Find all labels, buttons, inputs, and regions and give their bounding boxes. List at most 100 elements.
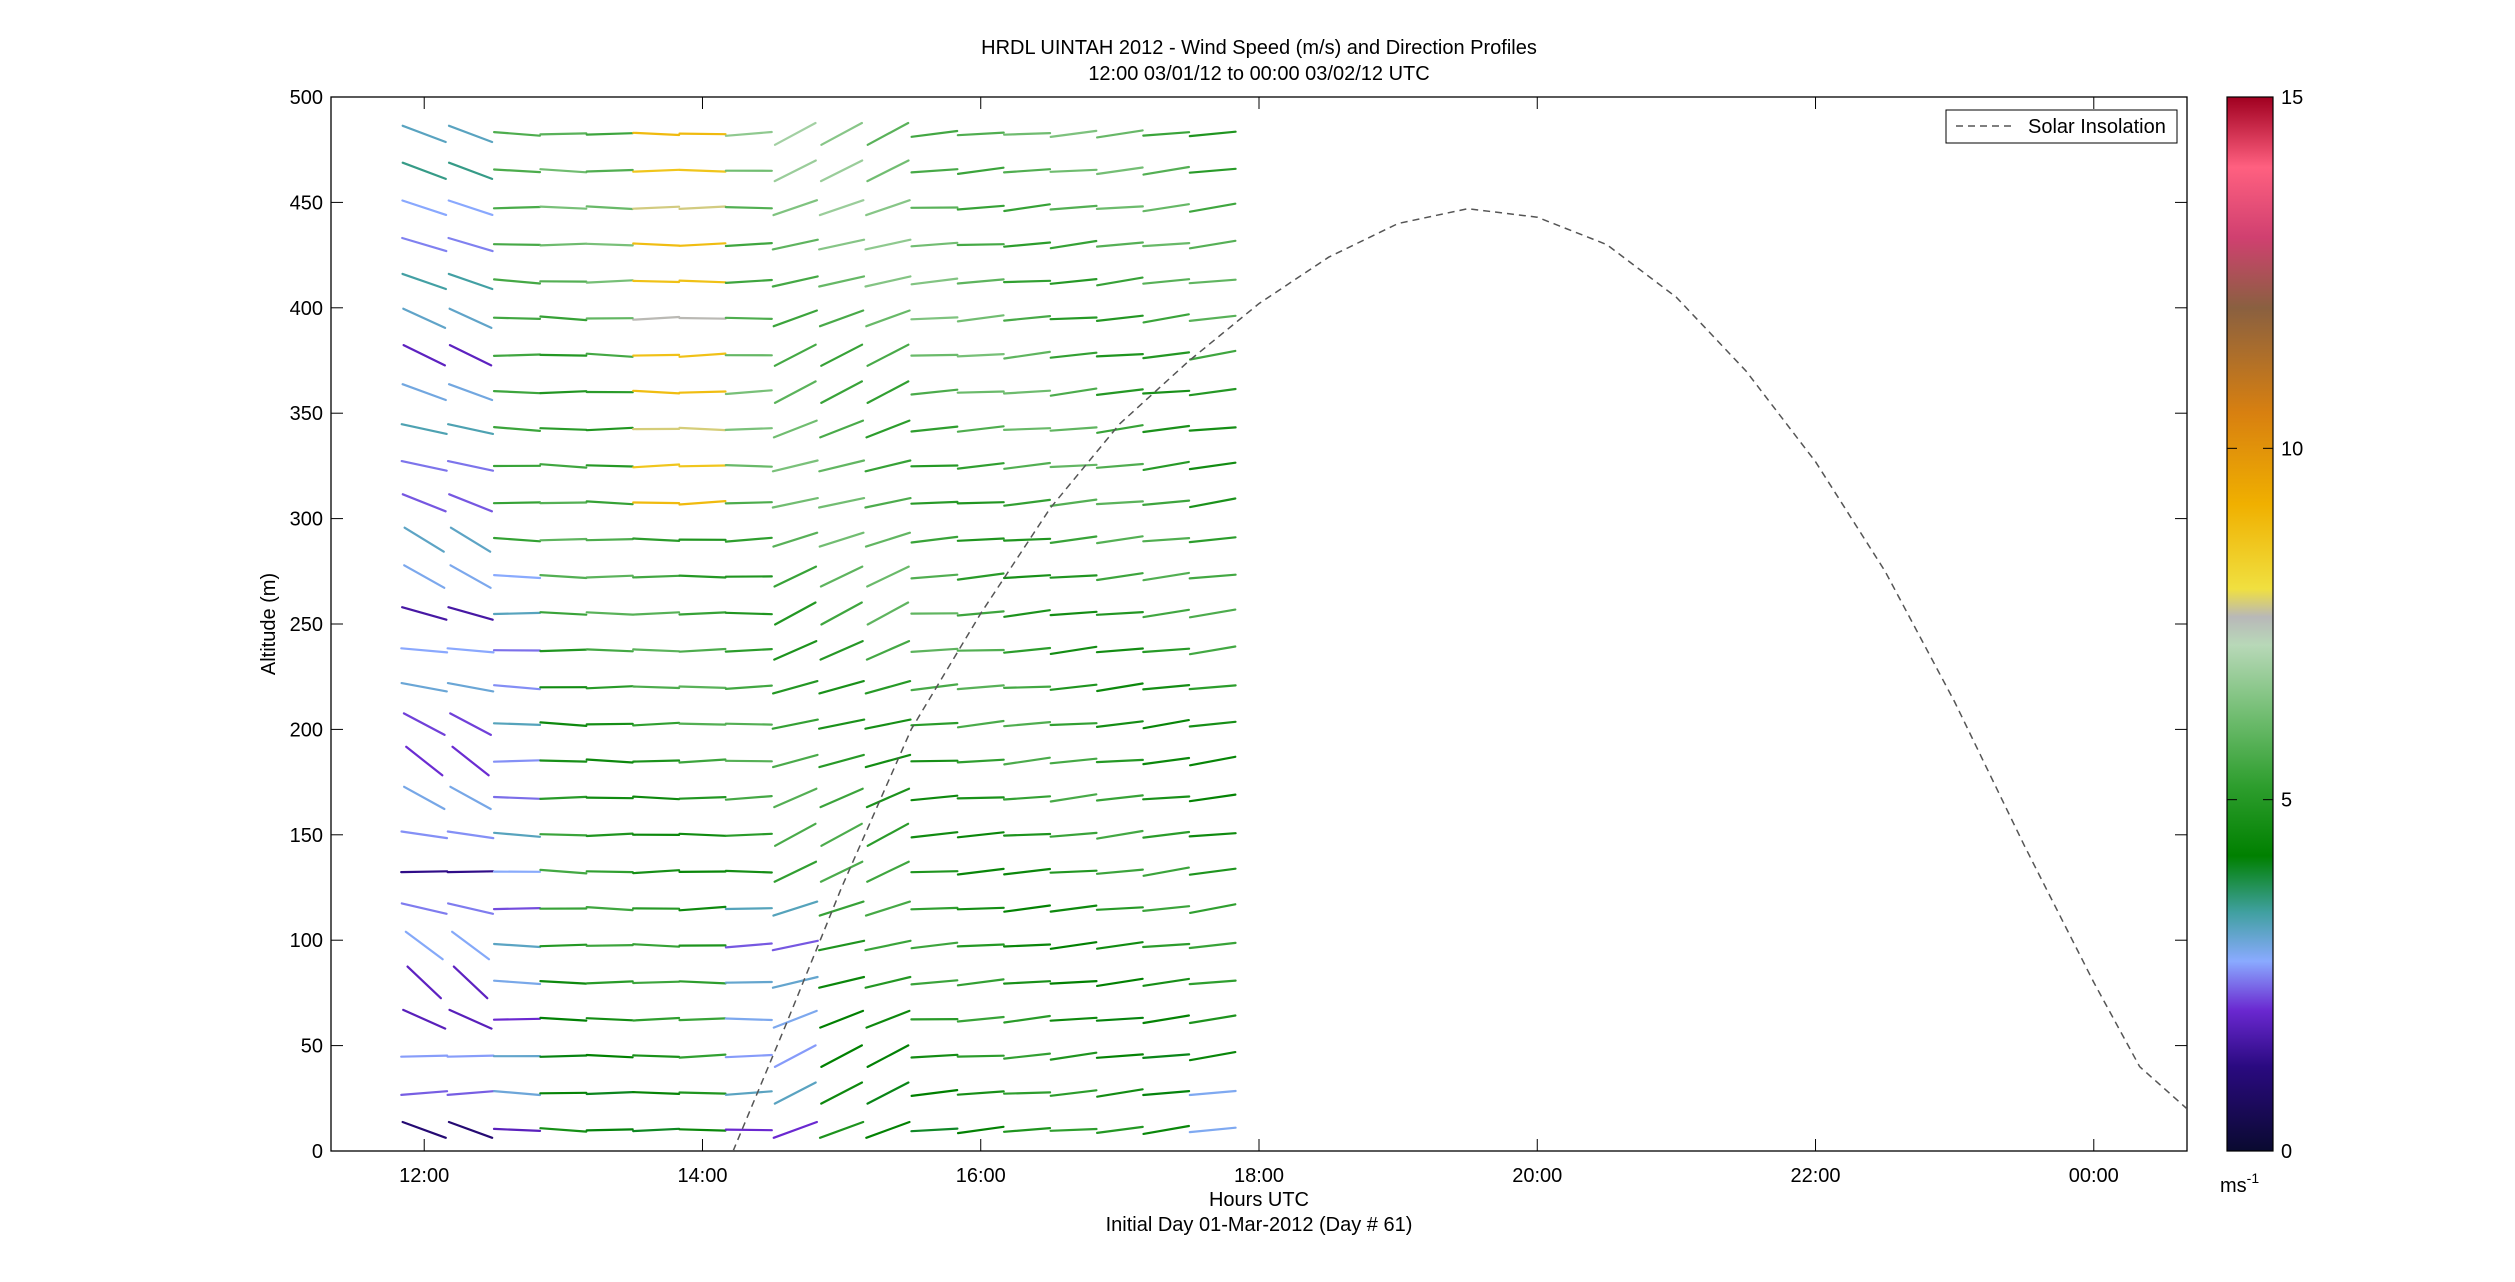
wind-barb — [1003, 609, 1051, 618]
wind-barb — [1096, 829, 1144, 840]
wind-barb — [1002, 427, 1052, 431]
wind-barb — [1002, 537, 1052, 542]
wind-barb — [956, 353, 1005, 358]
wind-barb — [771, 975, 819, 989]
wind-barb — [447, 606, 494, 621]
wind-barb — [864, 900, 912, 917]
wind-barb — [1002, 685, 1052, 690]
wind-barb — [865, 639, 911, 661]
wind-barb — [539, 759, 588, 763]
wind-barb — [1003, 1014, 1051, 1024]
wind-barb — [402, 344, 446, 367]
wind-barb — [585, 758, 634, 764]
wind-barb — [539, 168, 588, 174]
wind-barb — [539, 573, 588, 580]
wind-barb — [400, 870, 449, 874]
wind-barb — [771, 459, 819, 473]
wind-barb — [910, 353, 959, 357]
wind-barb — [773, 1081, 817, 1105]
wind-barb — [820, 343, 864, 367]
wind-barb — [493, 536, 542, 543]
wind-barb — [449, 526, 492, 553]
wind-barb — [866, 343, 910, 367]
wind-barb — [632, 168, 681, 173]
wind-barb — [1188, 278, 1237, 285]
colorbar-tick-label: 15 — [2281, 87, 2303, 109]
wind-barb — [818, 975, 866, 989]
wind-barb — [956, 867, 1005, 876]
wind-barb — [866, 601, 910, 626]
wind-barb — [585, 648, 634, 653]
solar-insolation-line — [732, 207, 2187, 1151]
wind-barb — [1095, 535, 1144, 545]
wind-barb — [1188, 1126, 1237, 1134]
wind-barb — [585, 980, 634, 985]
wind-barb — [1095, 977, 1144, 988]
wind-barb — [632, 611, 681, 616]
wind-barb — [585, 242, 634, 247]
wind-barb — [1002, 132, 1052, 136]
wind-barb — [585, 537, 634, 542]
wind-barb — [678, 980, 727, 985]
wind-barb — [956, 572, 1005, 581]
wind-barb — [449, 785, 492, 811]
wind-barb — [539, 132, 588, 136]
wind-barb — [446, 830, 495, 840]
wind-barb — [910, 979, 959, 986]
wind-barb — [1049, 1127, 1098, 1132]
wind-barb — [1095, 720, 1144, 729]
chart-title-line2: 12:00 03/01/12 to 00:00 03/02/12 UTC — [1088, 63, 1429, 85]
wind-barb — [1188, 536, 1237, 544]
wind-barb — [1095, 353, 1144, 358]
wind-barb — [585, 426, 634, 432]
wind-barb — [1002, 795, 1052, 801]
wind-barb — [678, 685, 727, 690]
wind-barb — [493, 278, 542, 285]
wind-barb — [724, 1017, 773, 1022]
wind-barb — [678, 352, 727, 358]
wind-barb — [492, 759, 542, 763]
wind-barb — [678, 132, 727, 136]
wind-barb — [632, 315, 681, 321]
wind-barb — [1188, 755, 1237, 767]
wind-barb — [1142, 830, 1191, 839]
wind-barb — [585, 1017, 634, 1022]
wind-barb — [585, 205, 634, 211]
wind-barb — [400, 1090, 449, 1097]
colorbar-tick-label: 5 — [2281, 790, 2292, 812]
wind-barb — [864, 753, 912, 769]
colorbar-tick-label: 0 — [2281, 1141, 2292, 1163]
wind-barb — [1142, 608, 1191, 619]
wind-barb — [773, 639, 818, 661]
wind-barb — [910, 388, 959, 396]
wind-barb — [1188, 979, 1237, 986]
wind-barb — [956, 906, 1005, 911]
wind-barb — [1188, 349, 1237, 361]
wind-barb — [773, 601, 817, 626]
wind-barb — [820, 121, 864, 146]
wind-barb — [1095, 610, 1144, 616]
wind-barb — [406, 965, 442, 1000]
wind-barb — [632, 242, 681, 247]
wind-barb — [956, 204, 1005, 211]
wind-barb — [724, 536, 773, 543]
wind-barb — [403, 785, 446, 811]
wind-barb — [819, 419, 865, 439]
axis-ticks: 12:00 14:00 16:00 18:00 20:00 22:00 00:00 0 50 10… — [290, 87, 2187, 1187]
wind-barb — [493, 168, 542, 174]
wind-barb — [820, 822, 863, 847]
wind-barb — [772, 900, 819, 917]
wind-barb — [910, 535, 959, 544]
wind-barb — [1095, 572, 1144, 582]
wind-barb — [818, 1120, 865, 1139]
wind-barb — [1095, 129, 1144, 139]
wind-barb — [1142, 499, 1191, 506]
wind-barb — [864, 238, 912, 251]
wind-barb — [819, 565, 864, 588]
wind-barb — [1095, 314, 1144, 322]
wind-barb — [724, 647, 773, 653]
wind-barb — [818, 459, 866, 473]
wind-barb — [817, 238, 866, 251]
wind-barb — [1142, 351, 1191, 360]
